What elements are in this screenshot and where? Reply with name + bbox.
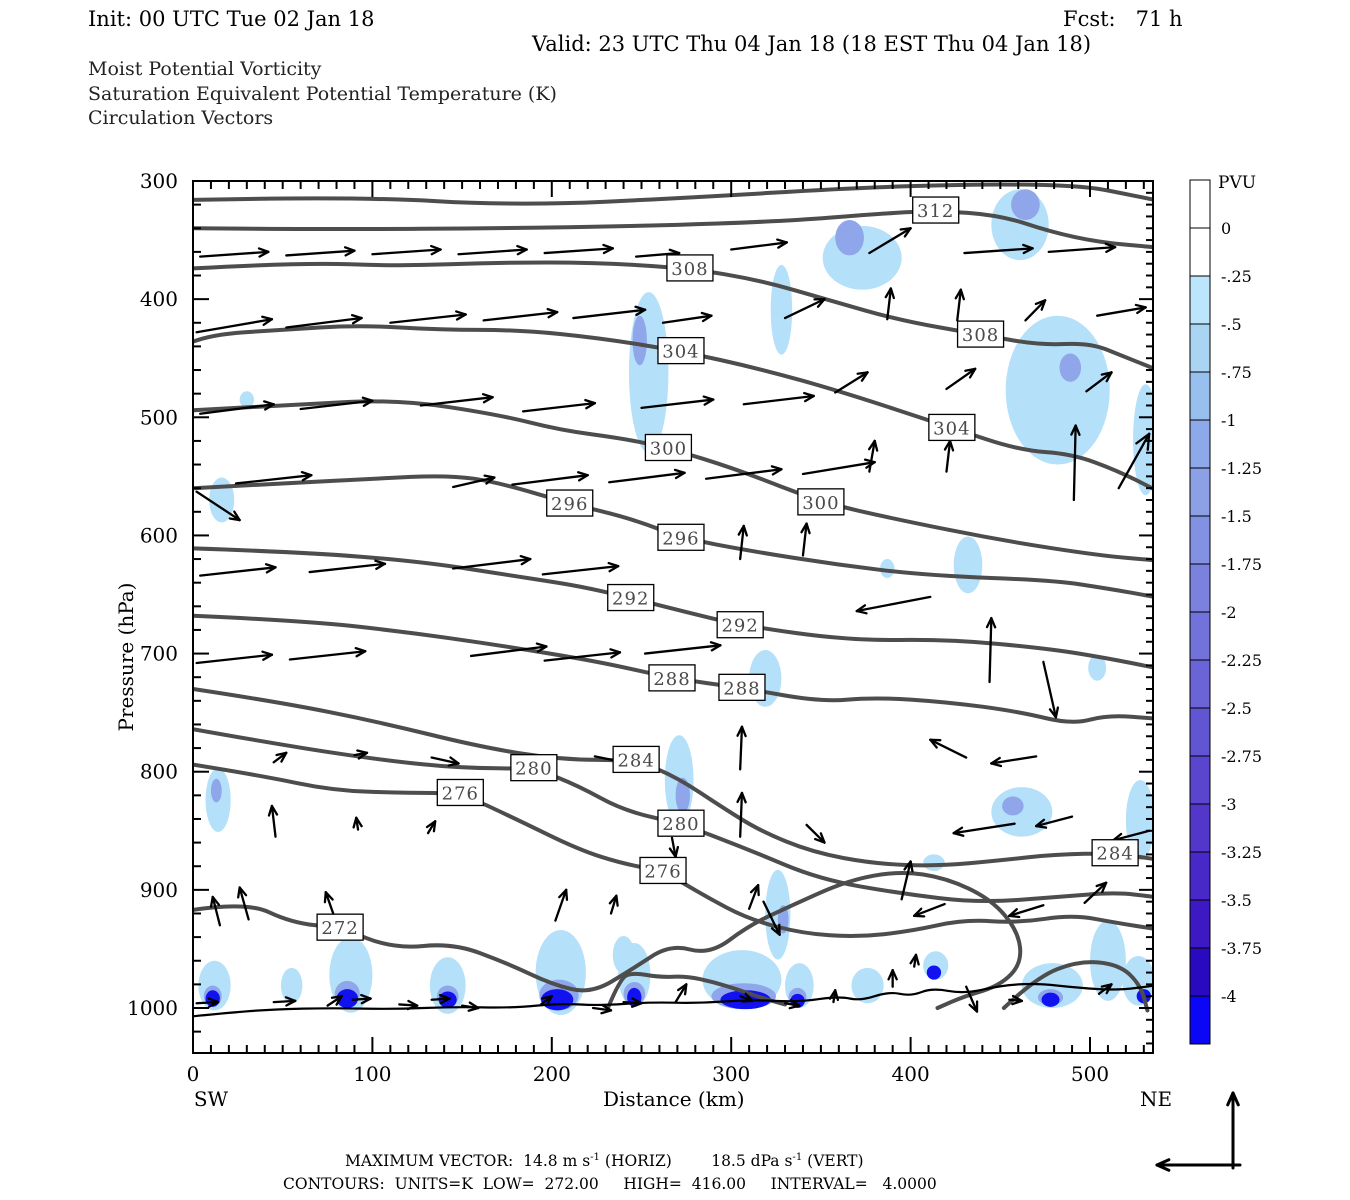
max-vector-vert-unit: (VERT) xyxy=(802,1152,864,1171)
svg-text:304: 304 xyxy=(662,342,699,363)
svg-text:-.5: -.5 xyxy=(1221,315,1242,334)
max-vector-horiz-unit: (HORIZ) xyxy=(599,1152,672,1171)
svg-text:280: 280 xyxy=(662,814,699,835)
svg-text:900: 900 xyxy=(140,878,178,902)
contour-labels: 312 308 308 304 304 300 300 296 296 292 292 288 288 2… xyxy=(316,196,1139,941)
svg-text:Pressure (hPa): Pressure (hPa) xyxy=(114,583,138,732)
forecast-hour-label: Fcst: 71 h xyxy=(1063,7,1183,31)
svg-text:0: 0 xyxy=(1221,219,1231,238)
svg-text:296: 296 xyxy=(551,494,588,515)
svg-text:-2: -2 xyxy=(1221,603,1237,622)
chart-title-theta: Saturation Equivalent Potential Temperat… xyxy=(88,83,557,105)
svg-text:1000: 1000 xyxy=(127,996,178,1020)
isentrope-contours xyxy=(193,182,1153,1013)
svg-text:-3.5: -3.5 xyxy=(1221,891,1252,910)
svg-text:288: 288 xyxy=(653,669,690,690)
valid-time-label: Valid: 23 UTC Thu 04 Jan 18 (18 EST Thu … xyxy=(532,32,1092,56)
svg-text:-1.75: -1.75 xyxy=(1221,555,1262,574)
svg-text:PVU: PVU xyxy=(1218,173,1256,193)
svg-text:-1.25: -1.25 xyxy=(1221,459,1262,478)
init-time-label: Init: 00 UTC Tue 02 Jan 18 xyxy=(88,7,375,31)
circulation-vectors xyxy=(195,227,1151,1015)
vert-exponent: -1 xyxy=(792,1152,803,1163)
svg-text:-1: -1 xyxy=(1221,411,1237,430)
pvu-colorbar: PVU 0 -.25 -.5 -.75 -1 -1.25 -1.5 -1.75 -2 -2.25 -2… xyxy=(1189,173,1262,1045)
svg-text:280: 280 xyxy=(515,759,552,780)
svg-text:304: 304 xyxy=(933,418,970,439)
svg-text:296: 296 xyxy=(662,528,699,549)
max-vector-annotation: MAXIMUM VECTOR: 14.8 m s-1 (HORIZ) 18.5 … xyxy=(345,1152,864,1171)
svg-text:Distance (km): Distance (km) xyxy=(603,1087,745,1111)
axes-frame xyxy=(192,180,1154,1054)
max-vector-prefix: MAXIMUM VECTOR: xyxy=(345,1152,524,1171)
svg-text:288: 288 xyxy=(723,678,760,699)
svg-text:-3.25: -3.25 xyxy=(1221,843,1262,862)
annotation-gap xyxy=(672,1152,711,1170)
svg-text:400: 400 xyxy=(140,287,178,311)
pvu-shading-layer xyxy=(198,189,1153,1016)
svg-text:-1.5: -1.5 xyxy=(1221,507,1252,526)
svg-text:-.25: -.25 xyxy=(1221,267,1252,286)
svg-text:0: 0 xyxy=(187,1062,200,1086)
svg-text:200: 200 xyxy=(533,1062,571,1086)
svg-text:300: 300 xyxy=(802,493,839,514)
svg-text:308: 308 xyxy=(962,325,999,346)
svg-text:100: 100 xyxy=(353,1062,391,1086)
contours-info-annotation: CONTOURS: UNITS=K LOW= 272.00 HIGH= 416.… xyxy=(283,1175,937,1193)
chart-title-vectors: Circulation Vectors xyxy=(88,107,274,129)
svg-text:300: 300 xyxy=(140,169,178,193)
svg-text:400: 400 xyxy=(892,1062,930,1086)
max-vector-vert: 18.5 dPa s xyxy=(711,1152,793,1171)
svg-text:-3.75: -3.75 xyxy=(1221,939,1262,958)
svg-text:276: 276 xyxy=(644,861,681,882)
svg-text:-2.75: -2.75 xyxy=(1221,747,1262,766)
svg-text:292: 292 xyxy=(721,616,758,637)
svg-text:300: 300 xyxy=(712,1062,750,1086)
svg-text:500: 500 xyxy=(140,405,178,429)
svg-text:-4: -4 xyxy=(1221,987,1237,1006)
svg-text:600: 600 xyxy=(140,523,178,547)
reference-vector-legend xyxy=(1155,1091,1242,1172)
svg-text:276: 276 xyxy=(442,783,479,804)
svg-text:-2.5: -2.5 xyxy=(1221,699,1252,718)
svg-text:300: 300 xyxy=(650,439,687,460)
chart-title-mpv: Moist Potential Vorticity xyxy=(88,58,322,80)
svg-text:272: 272 xyxy=(321,918,358,939)
svg-text:292: 292 xyxy=(612,589,649,610)
svg-text:308: 308 xyxy=(671,259,708,280)
horiz-exponent: -1 xyxy=(590,1152,600,1163)
svg-text:-3: -3 xyxy=(1221,795,1237,814)
svg-text:NE: NE xyxy=(1140,1087,1172,1111)
svg-text:500: 500 xyxy=(1071,1062,1109,1086)
svg-text:800: 800 xyxy=(140,760,178,784)
svg-text:700: 700 xyxy=(140,642,178,666)
svg-text:284: 284 xyxy=(617,750,654,771)
svg-text:284: 284 xyxy=(1096,844,1133,865)
axis-labels: 300 400 500 600 700 800 900 1000 0 100 200 300 400 50… xyxy=(114,169,1172,1111)
svg-text:SW: SW xyxy=(194,1087,229,1111)
max-vector-horiz: 14.8 m s xyxy=(523,1152,591,1171)
svg-text:-2.25: -2.25 xyxy=(1221,651,1262,670)
svg-text:312: 312 xyxy=(917,201,954,222)
svg-text:-.75: -.75 xyxy=(1221,363,1252,382)
